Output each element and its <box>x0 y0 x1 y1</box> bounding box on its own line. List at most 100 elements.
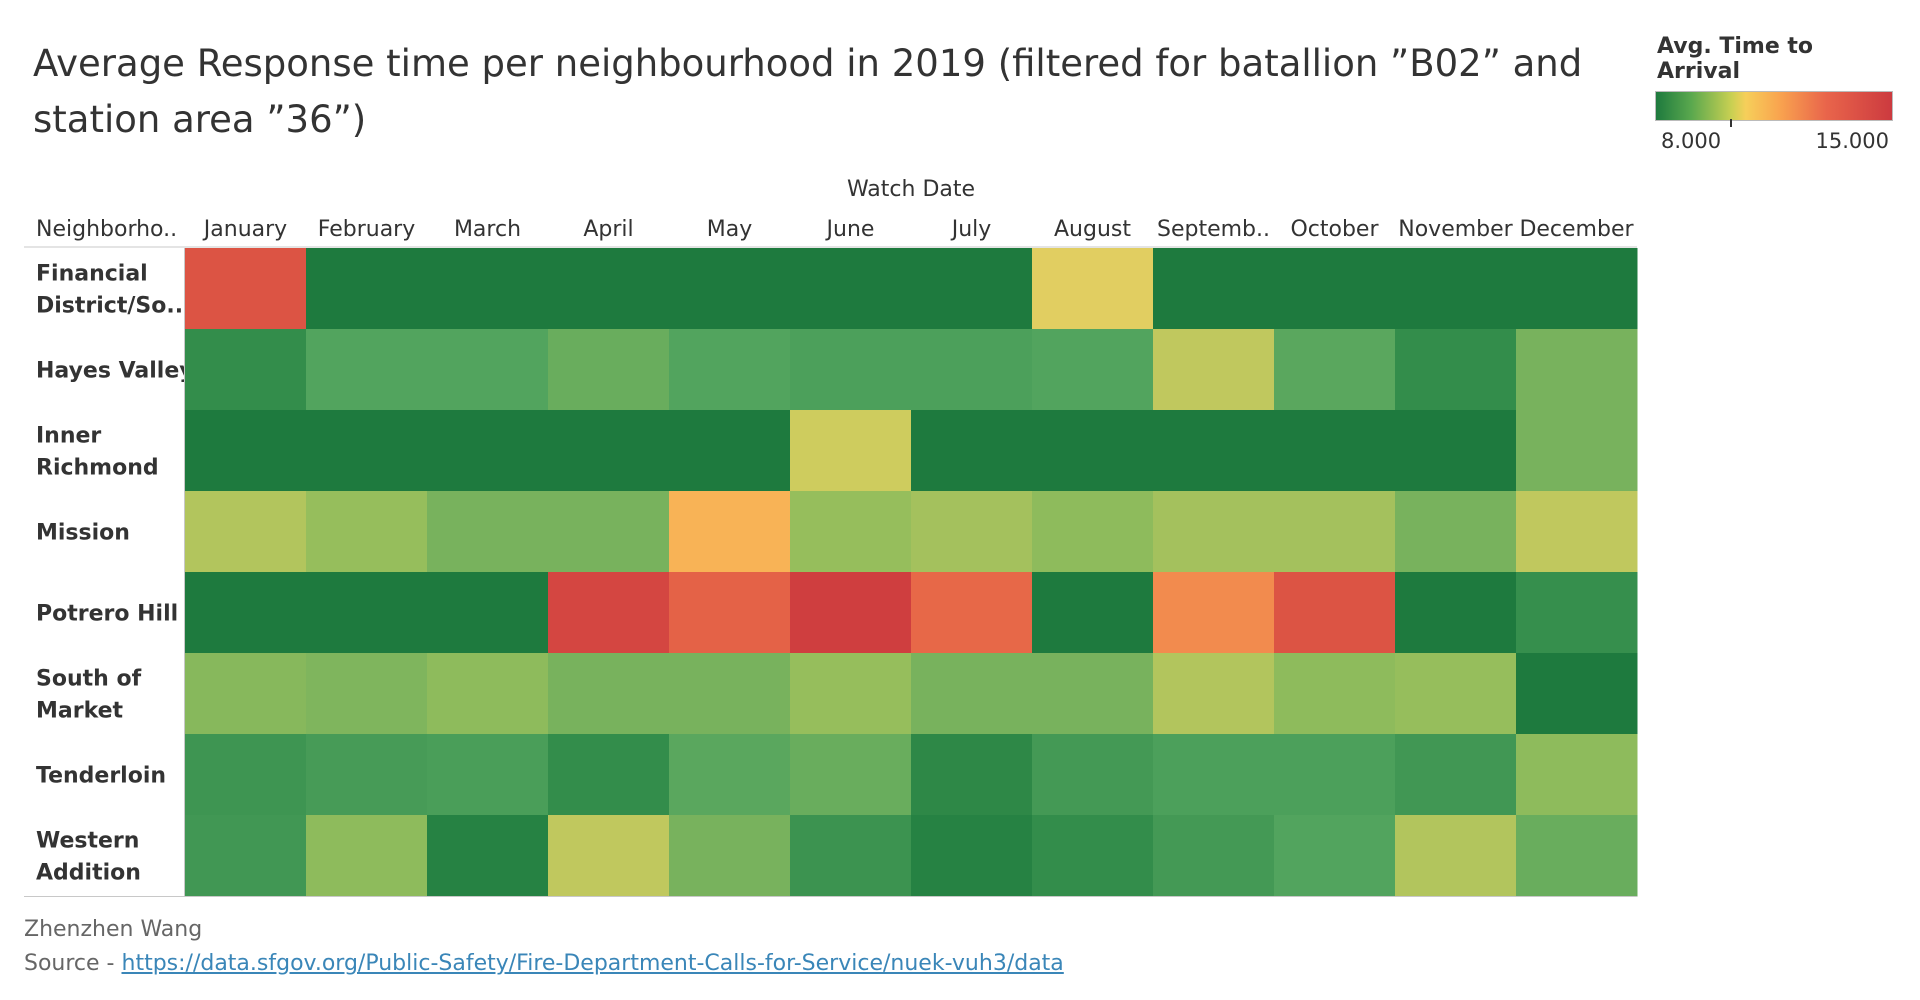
heatmap-cell <box>669 248 791 330</box>
row-header: Neighborho.. <box>36 217 177 242</box>
heatmap-cell <box>1395 491 1517 573</box>
column-label: November <box>1398 217 1513 242</box>
column-label: April <box>583 217 633 242</box>
source-prefix: Source - <box>24 951 122 976</box>
heatmap-cell <box>548 248 670 330</box>
heatmap-cell <box>185 653 307 735</box>
heatmap-cell <box>185 734 307 816</box>
row-label: Inner <box>36 424 101 449</box>
column-label: Septemb.. <box>1157 217 1270 242</box>
heatmap-cell <box>790 653 912 735</box>
heatmap-cell <box>185 491 307 573</box>
row-label: Addition <box>36 861 141 886</box>
heatmap-cell <box>790 329 912 411</box>
heatmap-cell <box>1516 410 1638 492</box>
legend-title: Avg. Time to Arrival <box>1657 34 1814 84</box>
heatmap-cell <box>1516 572 1638 654</box>
chart-title: Average Response time per neighbourhood … <box>33 42 1583 141</box>
heatmap-cell <box>1274 329 1396 411</box>
heatmap-cell <box>790 491 912 573</box>
heatmap-cell <box>911 410 1033 492</box>
heatmap-cell <box>1153 491 1275 573</box>
heatmap-cell <box>1274 491 1396 573</box>
color-legend[interactable]: Avg. Time to Arrival 8.000 15.000 <box>1655 34 1895 155</box>
heatmap-cell <box>427 572 549 654</box>
heatmap-cell <box>1032 329 1154 411</box>
heatmap-cell <box>306 248 428 330</box>
heatmap-cell <box>548 410 670 492</box>
heatmap-cell <box>185 815 307 897</box>
heatmap-cell <box>548 815 670 897</box>
heatmap-cell <box>790 815 912 897</box>
heatmap-cell <box>1153 329 1275 411</box>
heatmap-cell <box>911 491 1033 573</box>
heatmap-cell <box>1032 734 1154 816</box>
column-label: May <box>707 217 752 242</box>
heatmap-cell <box>548 572 670 654</box>
row-label: Financial <box>36 262 148 287</box>
heatmap-cell <box>306 329 428 411</box>
heatmap-cell <box>1274 248 1396 330</box>
heatmap-cell <box>185 410 307 492</box>
heatmap-cell <box>911 572 1033 654</box>
column-label: July <box>950 217 992 242</box>
heatmap-cell <box>1395 815 1517 897</box>
row-label: Richmond <box>36 456 159 481</box>
heatmap-cell <box>1032 410 1154 492</box>
heatmap-cell <box>911 248 1033 330</box>
legend-max-label: 15.000 <box>1815 129 1889 153</box>
heatmap-cell <box>1516 653 1638 735</box>
heatmap-cell <box>911 734 1033 816</box>
heatmap-cell <box>185 329 307 411</box>
heatmap-cell <box>1516 815 1638 897</box>
heatmap-cell <box>1274 572 1396 654</box>
column-label: March <box>454 217 521 242</box>
heatmap-cell <box>185 572 307 654</box>
heatmap-cell <box>427 653 549 735</box>
heatmap-cell <box>790 410 912 492</box>
source-line: Source - https://data.sfgov.org/Public-S… <box>24 947 1064 981</box>
legend-gradient <box>1655 91 1895 127</box>
heatmap-cell <box>911 329 1033 411</box>
legend-gradient-bar <box>1655 91 1893 121</box>
heatmap-cell <box>427 815 549 897</box>
heatmap-cell <box>1032 248 1154 330</box>
row-label: Market <box>36 699 124 724</box>
heatmap-cell <box>185 248 307 330</box>
heatmap-cell <box>669 572 791 654</box>
row-label: Mission <box>36 521 130 546</box>
heatmap-cell <box>669 815 791 897</box>
row-label: District/So.. <box>36 294 183 319</box>
source-block: Zhenzhen Wang Source - https://data.sfgo… <box>24 913 1064 981</box>
heatmap-cell <box>1032 491 1154 573</box>
source-link[interactable]: https://data.sfgov.org/Public-Safety/Fir… <box>121 951 1064 976</box>
heatmap-cell <box>427 329 549 411</box>
column-label: August <box>1054 217 1131 242</box>
heatmap-cell <box>669 734 791 816</box>
heatmap-cell <box>1395 653 1517 735</box>
legend-labels: 8.000 15.000 <box>1655 125 1895 155</box>
heatmap-cell <box>548 734 670 816</box>
heatmap-cell <box>1274 653 1396 735</box>
heatmap-cell <box>1516 491 1638 573</box>
row-label: South of <box>36 667 142 692</box>
heatmap-cell <box>911 815 1033 897</box>
heatmap-cell <box>1032 815 1154 897</box>
heatmap-cell <box>1153 653 1275 735</box>
heatmap-cell <box>1274 815 1396 897</box>
row-label: Hayes Valley <box>36 359 194 384</box>
heatmap-cell <box>1153 572 1275 654</box>
heatmap-cell <box>427 248 549 330</box>
heatmap-cell <box>669 653 791 735</box>
x-axis-title: Watch Date <box>847 177 975 202</box>
heatmap-cell <box>669 329 791 411</box>
heatmap-cell <box>1274 734 1396 816</box>
heatmap-cell <box>306 815 428 897</box>
column-label: December <box>1519 217 1634 242</box>
heatmap-cell <box>1395 734 1517 816</box>
heatmap-cell <box>306 410 428 492</box>
heatmap-cell <box>548 653 670 735</box>
heatmap-cell <box>1395 410 1517 492</box>
heatmap-cell <box>1395 572 1517 654</box>
